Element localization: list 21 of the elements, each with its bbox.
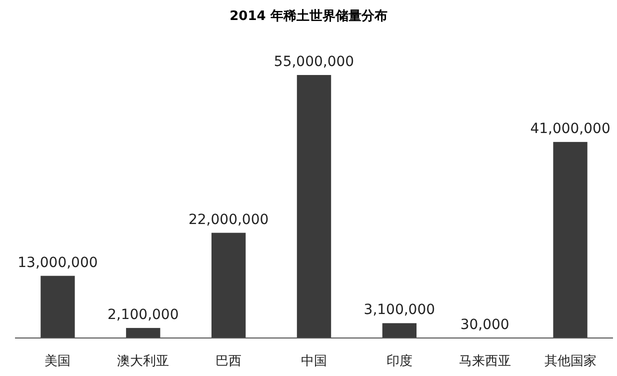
x-tick-label: 其他国家 xyxy=(544,353,596,369)
data-label: 30,000 xyxy=(460,316,510,333)
data-label: 55,000,000 xyxy=(274,54,354,70)
data-label: 13,000,000 xyxy=(18,254,98,271)
x-tick-label: 巴西 xyxy=(216,354,242,369)
x-tick-label: 印度 xyxy=(386,353,412,369)
x-tick-label: 马来西亚 xyxy=(458,354,511,369)
bar xyxy=(296,75,332,338)
data-label: 22,000,000 xyxy=(188,212,269,228)
x-tick-label: 中国 xyxy=(301,354,327,369)
data-label: 2,100,000 xyxy=(108,306,179,323)
bar xyxy=(553,142,588,338)
bar xyxy=(40,276,75,338)
x-tick-label: 美国 xyxy=(44,353,71,369)
bar xyxy=(126,328,160,338)
bar xyxy=(382,323,417,338)
data-label: 3,100,000 xyxy=(364,302,436,318)
chart-title: 2014 年稀土世界储量分布 xyxy=(230,9,388,24)
data-label: 41,000,000 xyxy=(530,120,610,137)
bar xyxy=(211,232,246,338)
x-tick-label: 澳大利亚 xyxy=(117,354,170,369)
